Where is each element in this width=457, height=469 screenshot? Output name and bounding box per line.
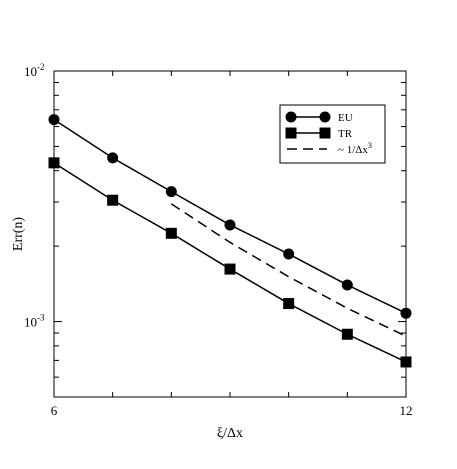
legend: EU TR~ 1/Δx3 bbox=[279, 104, 386, 164]
data-point-square bbox=[107, 194, 119, 206]
legend-label: ~ 1/Δx3 bbox=[338, 141, 372, 156]
legend-label: TR bbox=[338, 128, 353, 140]
data-point-circle bbox=[283, 248, 295, 260]
legend-marker bbox=[285, 127, 297, 139]
legend-marker bbox=[319, 111, 331, 123]
data-point-square bbox=[341, 328, 353, 340]
legend-box bbox=[279, 104, 386, 164]
series-line-2 bbox=[170, 203, 407, 337]
y-tick-label: 10-2 bbox=[24, 62, 45, 79]
y-tick-label: 10-3 bbox=[24, 313, 45, 330]
legend-marker bbox=[285, 111, 297, 123]
legend-label: EU bbox=[338, 112, 353, 124]
data-point-square bbox=[165, 227, 177, 239]
series-line-1 bbox=[53, 162, 407, 363]
data-point-square bbox=[283, 298, 295, 310]
data-point-circle bbox=[48, 114, 60, 126]
tick-labels: 6 12 10-2 10-3 bbox=[24, 62, 413, 418]
data-point-circle bbox=[107, 152, 119, 164]
data-point-circle bbox=[341, 279, 353, 291]
x-axis-label: ξ/Δx bbox=[217, 426, 243, 441]
data-point-circle bbox=[400, 307, 412, 319]
data-point-circle bbox=[165, 186, 177, 198]
legend-marker bbox=[319, 127, 331, 139]
data-point-square bbox=[400, 356, 412, 368]
y-axis-label: Err(n) bbox=[11, 217, 26, 252]
x-tick-label: 12 bbox=[400, 403, 413, 418]
series-markers bbox=[48, 114, 412, 368]
data-point-square bbox=[48, 157, 60, 169]
data-point-circle bbox=[224, 219, 236, 231]
x-tick-label: 6 bbox=[51, 403, 58, 418]
data-point-square bbox=[224, 263, 236, 275]
